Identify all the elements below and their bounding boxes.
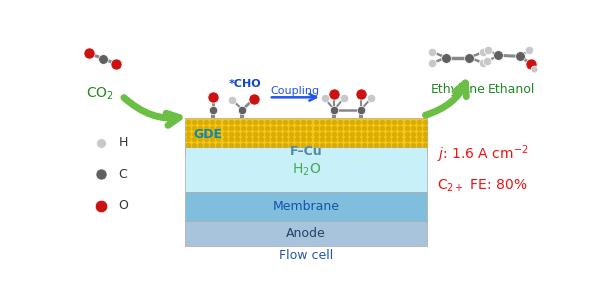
Text: Anode: Anode	[287, 227, 326, 240]
Text: GDE: GDE	[193, 128, 222, 141]
Text: Coupling: Coupling	[270, 86, 319, 96]
Text: *CHO: *CHO	[228, 79, 261, 89]
Bar	[185, 192, 427, 220]
Text: F–Cu: F–Cu	[290, 145, 323, 158]
Text: Ethanol: Ethanol	[488, 83, 535, 95]
Text: Flow cell: Flow cell	[279, 249, 334, 262]
Text: C: C	[119, 168, 128, 181]
Text: CO$_2$: CO$_2$	[85, 85, 114, 102]
Text: H$_2$O: H$_2$O	[291, 162, 321, 178]
Bar	[185, 220, 427, 246]
Text: H: H	[119, 136, 128, 150]
Bar	[185, 147, 427, 155]
Bar	[185, 147, 427, 192]
Text: Ethylene: Ethylene	[430, 83, 485, 95]
Text: C$_{2+}$ FE: 80%: C$_{2+}$ FE: 80%	[437, 178, 527, 194]
Text: O: O	[119, 199, 128, 212]
Bar	[185, 118, 427, 147]
Text: Membrane: Membrane	[273, 200, 340, 213]
Text: $j$: 1.6 A cm$^{-2}$: $j$: 1.6 A cm$^{-2}$	[437, 143, 529, 165]
